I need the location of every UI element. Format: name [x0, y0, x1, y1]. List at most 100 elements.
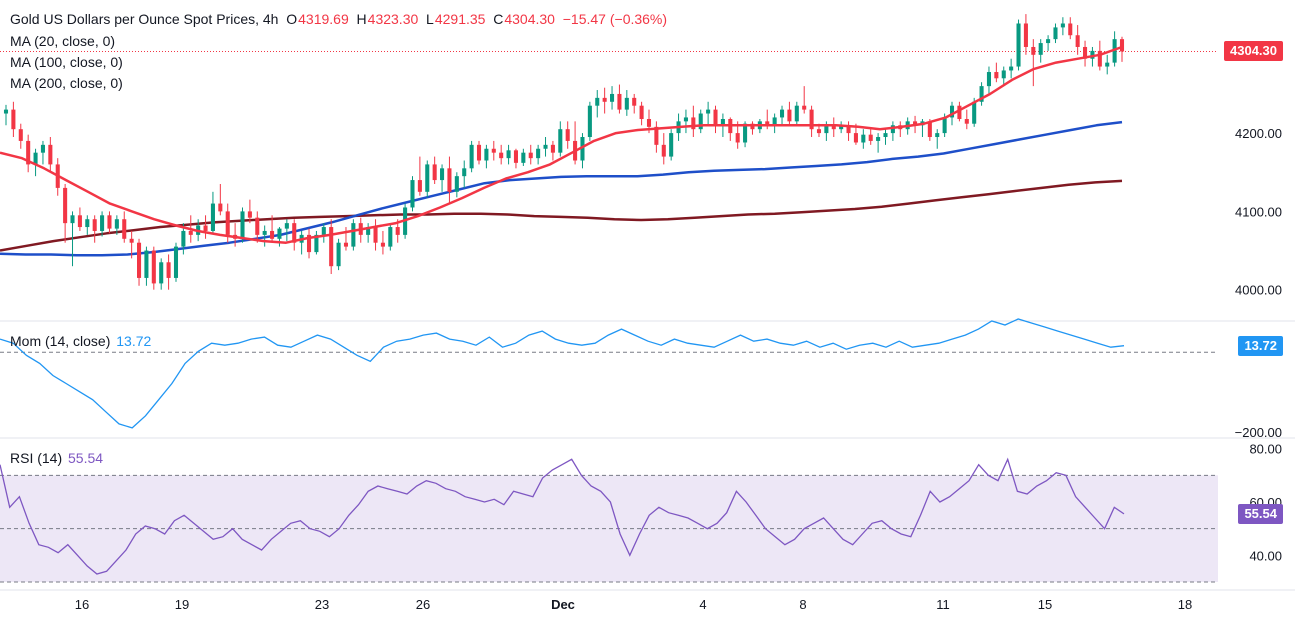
candle-body	[1009, 66, 1014, 71]
candle-body	[779, 109, 785, 118]
rsi-line	[0, 457, 1125, 575]
candle-body	[380, 242, 385, 247]
candle-body	[329, 227, 334, 267]
candle-body	[440, 168, 445, 181]
candle-body	[1060, 23, 1065, 28]
candle-body	[972, 101, 977, 124]
price-axis-tick-label: 4200.00	[1235, 126, 1282, 141]
candle-body	[210, 203, 215, 231]
ma20-legend[interactable]: MA (20, close, 0)	[10, 33, 116, 49]
ma200-legend[interactable]: MA (200, close, 0)	[10, 75, 123, 91]
momentum-legend[interactable]: Mom (14, close) 13.72	[10, 333, 151, 349]
candle-body	[3, 109, 9, 114]
candle-body	[565, 129, 570, 141]
rsi-value: 55.54	[68, 450, 104, 466]
price-axis-tick-label: 4100.00	[1235, 204, 1282, 219]
candle-body	[765, 121, 770, 126]
candle-body	[602, 97, 607, 102]
candle-body	[484, 148, 489, 161]
candle-body	[18, 129, 23, 141]
candle-body	[639, 105, 644, 120]
time-axis-tick-label: Dec	[551, 597, 575, 612]
rsi-legend[interactable]: RSI (14) 55.54	[10, 450, 103, 466]
candle-body	[698, 113, 703, 130]
candle-body	[306, 234, 312, 253]
candle-body	[949, 105, 955, 118]
close-label: C	[493, 11, 504, 27]
candle-body	[979, 86, 984, 102]
ma100-line	[0, 120, 1123, 257]
time-axis-tick-label: 23	[315, 597, 329, 612]
candle-body	[447, 168, 452, 192]
grid-layer	[0, 50, 1295, 591]
candle-body	[1105, 62, 1110, 67]
candle-body	[661, 144, 666, 157]
candle-body	[262, 230, 267, 235]
ma100-layer	[0, 120, 1123, 257]
candle-body	[558, 129, 563, 153]
candle-body	[846, 125, 851, 134]
candle-body	[166, 262, 171, 278]
candle-body	[521, 152, 526, 163]
time-axis-tick-label: 26	[416, 597, 430, 612]
ma20-layer	[0, 45, 1123, 244]
momentum-value-tag: 13.72	[1238, 335, 1283, 356]
ma200-layer	[0, 179, 1123, 252]
last-price-tag: 4304.30	[1224, 41, 1283, 62]
timeframe: 4h	[262, 11, 279, 27]
symbol-header[interactable]: Gold US Dollars per Ounce Spot Prices, 4…	[10, 11, 668, 27]
candle-body	[986, 72, 991, 87]
candle-body	[92, 219, 97, 231]
candle-body	[336, 242, 341, 267]
candle-body	[33, 152, 38, 165]
candle-body	[720, 119, 725, 126]
candle-body	[203, 225, 208, 231]
candle-body	[831, 125, 836, 130]
candle-body	[1119, 39, 1125, 52]
candle-body	[1090, 50, 1095, 59]
candle-body	[1053, 27, 1058, 40]
candle-body	[425, 164, 430, 192]
candle-body	[802, 105, 807, 110]
time-axis-tick-label: 15	[1038, 597, 1052, 612]
candle-body	[536, 148, 541, 159]
candle-body	[528, 152, 533, 159]
candle-body	[713, 109, 718, 126]
momentum-axis-tick-label: −200.00	[1235, 425, 1282, 440]
candle-body	[462, 168, 467, 177]
candle-body	[366, 227, 371, 235]
momentum-value: 13.72	[116, 333, 152, 349]
candle-body	[351, 223, 356, 247]
candle-body	[225, 211, 230, 235]
candle-body	[40, 144, 45, 153]
candle-body	[432, 164, 437, 181]
candle-body	[85, 219, 90, 228]
candle-body	[610, 93, 615, 102]
candle-body	[469, 144, 474, 169]
candle-body	[839, 125, 844, 130]
candle-body	[853, 133, 858, 143]
candle-body	[595, 97, 600, 106]
ma100-legend[interactable]: MA (100, close, 0)	[10, 54, 123, 70]
ma200-line	[0, 179, 1123, 252]
candle-body	[417, 180, 422, 192]
candle-body	[11, 109, 16, 130]
candle-body	[809, 109, 814, 130]
high-value: 4323.30	[367, 11, 419, 27]
candle-body	[1075, 35, 1080, 47]
rsi-axis-tick-label: 80.00	[1249, 442, 1282, 457]
candle-body	[343, 242, 349, 247]
candle-body	[669, 133, 674, 157]
candle-body	[1038, 43, 1043, 55]
candle-body	[772, 117, 777, 126]
candle-body	[513, 150, 518, 163]
candle-body	[957, 105, 962, 120]
candle-layer	[3, 14, 1125, 290]
rsi-label: RSI (14)	[10, 450, 63, 466]
candle-body	[632, 97, 637, 106]
candle-body	[70, 215, 75, 224]
candle-body	[476, 144, 482, 161]
candle-body	[255, 217, 260, 235]
candle-body	[1023, 23, 1028, 47]
